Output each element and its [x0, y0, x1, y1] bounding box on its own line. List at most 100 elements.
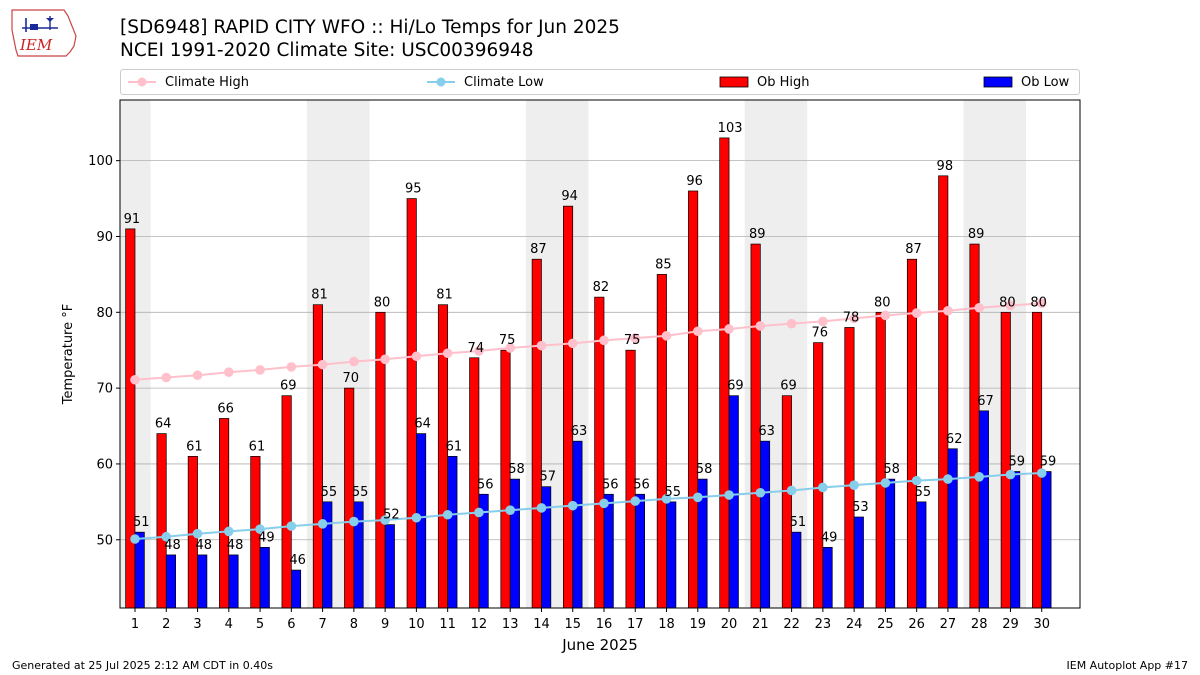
climate-high-point	[286, 362, 297, 372]
ob-low-bar	[728, 395, 739, 609]
ob-high-value-label: 61	[186, 439, 203, 454]
ob-low-value-label: 63	[758, 424, 775, 439]
ob-high-value-label: 76	[811, 326, 828, 341]
ob-low-bar	[1010, 471, 1021, 609]
ob-low-value-label: 62	[946, 432, 963, 447]
legend-item-climate-high: Climate High	[127, 70, 249, 94]
ob-high-value-label: 96	[686, 174, 703, 189]
climate-high-point	[567, 338, 578, 349]
climate-low-point	[536, 503, 547, 513]
ob-low-value-label: 56	[602, 477, 619, 492]
x-tick-label: 26	[908, 617, 925, 632]
x-tick-label: 2	[162, 617, 170, 632]
climate-low-point	[911, 475, 922, 486]
ob-low-value-label: 55	[915, 485, 932, 500]
ob-low-value-label: 61	[446, 439, 463, 454]
ob-low-bar	[447, 456, 458, 609]
x-tick-label: 30	[1033, 617, 1050, 632]
x-tick-label: 20	[721, 617, 738, 632]
climate-high-point	[349, 356, 359, 367]
climate-low-point	[1005, 469, 1016, 480]
climate-high-point	[474, 346, 484, 356]
climate-lines	[130, 298, 1047, 544]
ob-high-value-label: 78	[843, 310, 860, 325]
climate-low-point	[724, 490, 734, 500]
ob-high-bar	[219, 418, 230, 609]
y-axis-label: Temperature °F	[61, 304, 76, 405]
ob-high-bar	[500, 349, 511, 609]
chart-legend: Climate High Climate Low Ob High Ob Low	[120, 69, 1080, 95]
climate-high-point	[661, 331, 672, 341]
ob-low-value-label: 58	[696, 462, 713, 477]
ob-low-bar	[978, 410, 989, 609]
ob-low-bar	[916, 501, 927, 609]
climate-high-point	[130, 374, 140, 385]
ob-low-bar	[322, 501, 333, 609]
bar-value-labels: 91 51 64 48 61 48 66 48 61 49 69 46 81 55 70 55 80 52 95 64…	[124, 121, 1057, 568]
ob-high-bar	[813, 342, 824, 609]
climate-low-point	[693, 492, 703, 503]
ob-high-value-label: 70	[342, 371, 359, 386]
ob-low-value-label: 57	[539, 470, 556, 485]
ob-low-value-label: 63	[571, 424, 588, 439]
climate-low-point	[599, 498, 609, 509]
ob-low-bar	[759, 440, 771, 609]
ob-high-bar	[563, 205, 574, 609]
climate-low-point	[567, 500, 578, 511]
ob-high-value-label: 81	[436, 288, 453, 303]
x-tick-label: 1	[131, 617, 139, 632]
ob-high-value-label: 74	[468, 341, 485, 356]
ob-low-value-label: 53	[852, 500, 869, 515]
climate-high-point	[505, 343, 515, 353]
logo-text: IEM	[19, 36, 53, 54]
ob-high-bar	[969, 243, 980, 609]
ob-low-bar	[290, 569, 302, 609]
climate-low-point	[661, 494, 672, 504]
climate-low-point	[411, 512, 422, 523]
climate-low-point	[317, 519, 328, 529]
x-tick-label: 14	[533, 617, 550, 632]
climate-low-line	[134, 472, 1042, 541]
ob-low-bar	[947, 448, 958, 609]
ob-low-value-label: 56	[477, 477, 494, 492]
climate-low-point	[943, 474, 953, 484]
chart-title: [SD6948] RAPID CITY WFO :: Hi/Lo Temps f…	[120, 17, 620, 38]
x-tick-label: 10	[408, 617, 425, 632]
ob-low-value-label: 56	[633, 477, 650, 492]
climate-high-point	[849, 313, 859, 324]
climate-low-point	[161, 531, 172, 542]
ob-low-value-label: 49	[258, 530, 275, 545]
y-tick-label: 50	[96, 533, 113, 548]
ob-high-bar	[156, 433, 167, 609]
x-tick-label: 23	[815, 617, 832, 632]
ob-low-value-label: 67	[977, 394, 994, 409]
ob-low-bar	[885, 478, 896, 609]
ob-low-bar	[572, 440, 583, 609]
ob-low-value-label: 48	[196, 538, 213, 553]
ob-low-bar	[228, 554, 239, 609]
ob-high-bar	[875, 311, 886, 609]
ob-high-value-label: 75	[499, 333, 516, 348]
x-tick-label: 29	[1002, 617, 1019, 632]
ob-low-value-label: 55	[665, 485, 682, 500]
y-tick-label: 100	[88, 154, 113, 169]
climate-low-point	[474, 507, 484, 518]
climate-high-point	[1005, 300, 1016, 311]
ob-low-bar	[1041, 471, 1052, 609]
ob-high-value-label: 87	[530, 242, 547, 257]
climate-low-point	[442, 509, 453, 520]
climate-high-point	[724, 324, 734, 334]
climate-high-point	[380, 354, 390, 365]
ob-high-value-label: 81	[311, 288, 328, 303]
footer-generated: Generated at 25 Jul 2025 2:12 AM CDT in …	[12, 659, 273, 672]
ob-high-value-label: 87	[905, 242, 922, 257]
ob-high-value-label: 69	[280, 379, 297, 394]
x-tick-label: 11	[439, 617, 456, 632]
ob-low-value-label: 51	[133, 515, 150, 530]
ob-low-bar	[259, 546, 270, 609]
ob-high-value-label: 85	[655, 257, 672, 272]
climate-low-point	[630, 496, 641, 506]
y-tick-label: 80	[96, 306, 113, 321]
ob-high-value-label: 89	[968, 227, 985, 242]
